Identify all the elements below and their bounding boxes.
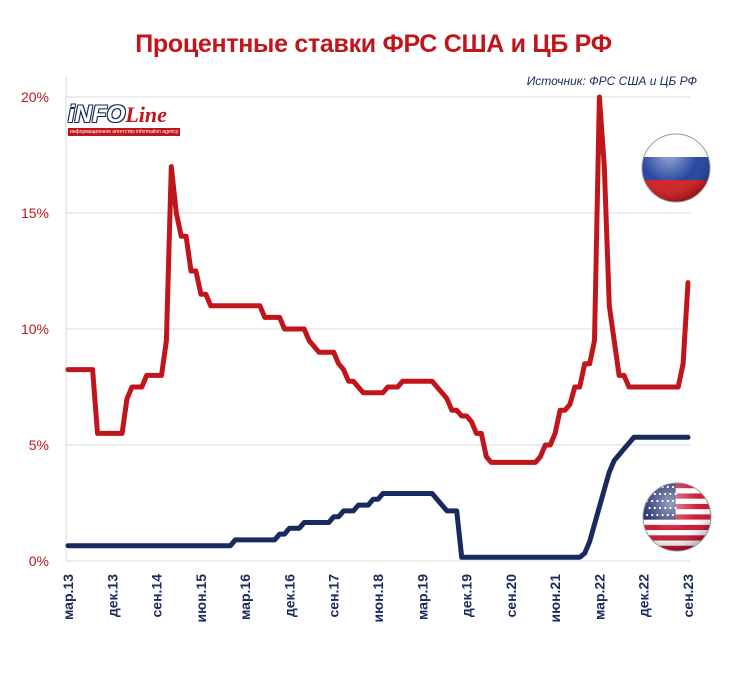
chart-title: Процентные ставки ФРС США и ЦБ РФ [135,30,612,58]
x-tick-label: мар.19 [414,574,430,620]
y-tick-label: 10% [21,321,49,337]
logo-bar [68,128,180,136]
x-tick-label: дек.22 [636,574,652,617]
logo-main-text: iNFO [68,101,126,128]
x-tick-label: июн.21 [547,574,563,623]
series-lines [65,94,691,560]
series-line [65,94,691,465]
y-tick-label: 5% [29,437,49,453]
usa-flag-icon [642,482,712,552]
x-tick-label: сен.23 [680,574,696,618]
logo-accent-text: Line [125,102,167,127]
infoline-logo: iNFOLine информационное агентство inform… [68,103,180,139]
series-line [65,434,691,560]
x-tick-label: дек.19 [459,574,475,617]
x-tick-label: сен.17 [326,574,342,618]
logo-subtitle: информационное агентство information age… [70,129,179,135]
x-tick-label: сен.14 [149,574,165,618]
y-axis-ticks: 0% 5% 10% 15% 20% [21,89,49,569]
source-note: Источник: ФРС США и ЦБ РФ [526,74,697,88]
y-tick-label: 15% [21,205,49,221]
x-axis-ticks: мар.13 дек.13 сен.14 июн.15 мар.16 дек.16 сен.… [60,574,696,623]
x-tick-label: дек.16 [281,574,297,617]
x-tick-label: мар.13 [60,574,76,620]
russia-flag-icon [641,133,711,203]
x-tick-label: дек.13 [104,574,120,617]
x-tick-label: июн.15 [193,574,209,623]
x-tick-label: сен.20 [503,574,519,618]
y-tick-label: 20% [21,89,49,105]
x-tick-label: мар.16 [237,574,253,620]
x-tick-label: июн.18 [370,574,386,623]
y-tick-label: 0% [29,553,49,569]
logo-wordmark: iNFOLine [68,103,167,127]
x-tick-label: мар.22 [591,574,607,620]
gridlines [65,77,690,562]
